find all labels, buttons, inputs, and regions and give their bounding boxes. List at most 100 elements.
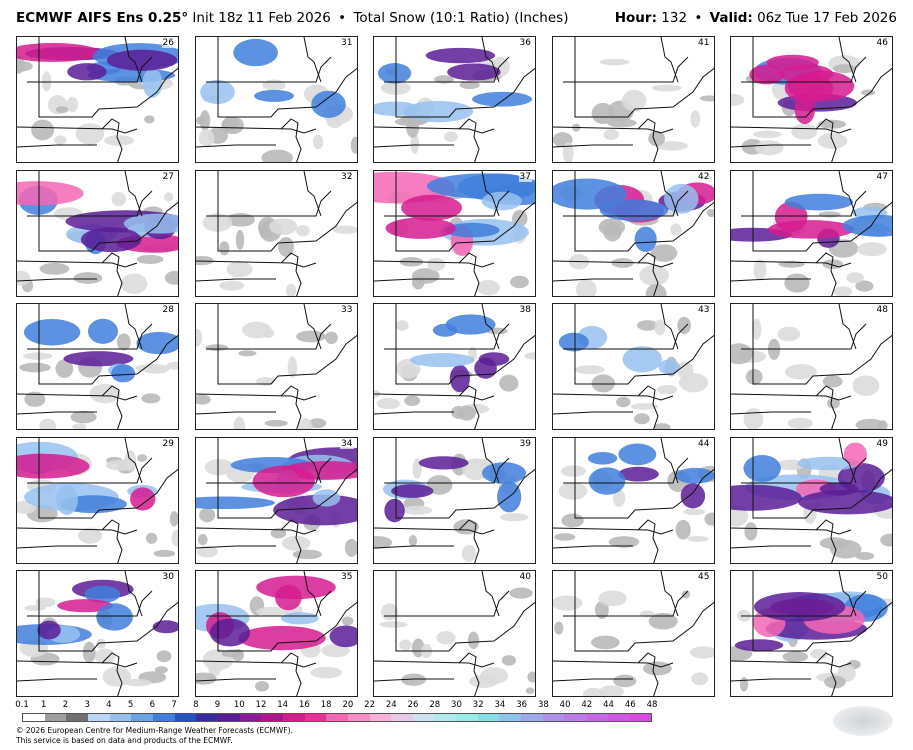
- colorbar-tick-label: 10: [233, 700, 245, 710]
- colorbar-swatch: [477, 714, 500, 721]
- member-panel: 35: [194, 570, 358, 697]
- colorbar-tick-labels: 0.1 1 2 3 4 5 6 7 8 9 10 12 14 16 18 20 22 24 26 28 30 32 34 36…: [15, 700, 657, 712]
- colorbar-swatch: [629, 714, 652, 721]
- colorbar-tick-label: 7: [171, 700, 177, 710]
- colorbar-swatch: [499, 714, 522, 721]
- colorbar-tick-label: 44: [603, 700, 614, 710]
- member-panel: 41: [551, 36, 715, 163]
- colorbar-tick-label: 36: [516, 700, 528, 710]
- member-panel: 40: [373, 570, 536, 697]
- ensemble-member-number: 28: [161, 305, 175, 315]
- member-panel: 48: [730, 303, 893, 430]
- member-panel: 26: [16, 36, 179, 163]
- colorbar-tick-label: 1: [41, 700, 47, 710]
- colorbar-swatch: [326, 714, 348, 721]
- colorbar-tick-label: 14: [277, 700, 289, 710]
- valid-label: Valid:: [709, 10, 753, 26]
- ensemble-member-number: 32: [340, 171, 354, 182]
- colorbar-swatch: [586, 714, 608, 721]
- colorbar-swatch: [456, 714, 478, 721]
- colorbar-swatch: [23, 714, 45, 721]
- snowfall-map: [195, 170, 357, 296]
- colorbar-swatch: [174, 714, 197, 721]
- colorbar-tick-label: 32: [472, 700, 484, 710]
- snowfall-map: [17, 571, 178, 696]
- colorbar-tick-label: 3: [84, 700, 90, 710]
- colorbar-tick-label: 22: [364, 700, 375, 710]
- colorbar-swatch: [196, 714, 218, 721]
- snowfall-map: [374, 571, 535, 696]
- colorbar-swatch: [347, 714, 370, 721]
- snowfall-map: [195, 437, 357, 563]
- bullet-separator: •: [338, 10, 347, 26]
- data-source-line: This service is based on data and produc…: [16, 736, 233, 745]
- colorbar-swatch: [542, 714, 565, 721]
- colorbar-swatch: [109, 714, 132, 721]
- colorbar-swatch: [607, 714, 630, 721]
- hour-label: Hour:: [614, 10, 657, 26]
- ensemble-member-number: 40: [518, 572, 532, 582]
- colorbar-swatch: [66, 714, 88, 721]
- ensemble-member-number: 27: [161, 171, 175, 182]
- colorbar-swatch: [434, 714, 457, 721]
- colorbar-tick-label: 28: [429, 700, 441, 710]
- member-panel: 46: [730, 36, 893, 163]
- colorbar-swatch: [261, 714, 283, 721]
- product-name: Total Snow (10:1 Ratio) (Inches): [353, 10, 569, 26]
- ensemble-member-number: 48: [875, 305, 889, 315]
- ensemble-member-number: 26: [161, 38, 175, 48]
- snowfall-map: [731, 304, 892, 429]
- member-panel: 33: [194, 303, 358, 430]
- snowfall-map: [731, 37, 892, 162]
- colorbar-tick-label: 4: [106, 700, 112, 710]
- colorbar-tick-label: 20: [342, 700, 354, 710]
- snowfall-map: [374, 170, 535, 296]
- member-panel: 29: [16, 436, 179, 564]
- member-panel: 31: [194, 36, 358, 163]
- ensemble-member-number: 42: [697, 171, 711, 182]
- member-panel: 45: [551, 570, 715, 697]
- colorbar-swatch: [412, 714, 435, 721]
- colorbar-tick-label: 30: [451, 700, 462, 710]
- valid-time: 06z Tue 17 Feb 2026: [757, 10, 897, 26]
- colorbar-swatch: [131, 714, 153, 721]
- member-panel: 42: [551, 169, 715, 297]
- snowfall-map: [731, 571, 892, 696]
- snowfall-map: [552, 437, 714, 563]
- chart-title: ECMWF AIFS Ens 0.25° Init 18z 11 Feb 202…: [16, 10, 568, 26]
- colorbar-swatch: [217, 714, 240, 721]
- snowfall-colorbar: [22, 713, 652, 722]
- colorbar-swatch: [44, 714, 67, 721]
- snowfall-map: [195, 304, 357, 429]
- member-panel: 38: [373, 303, 536, 430]
- valid-time-info: Hour: 132 • Valid: 06z Tue 17 Feb 2026: [615, 10, 897, 26]
- snowfall-map: [17, 304, 178, 429]
- ensemble-member-number: 44: [697, 438, 711, 449]
- member-panel: 49: [730, 436, 893, 564]
- copyright-line: © 2026 European Centre for Medium-Range …: [16, 726, 293, 735]
- snowfall-map: [374, 437, 535, 563]
- member-panel: 39: [373, 436, 536, 564]
- colorbar-tick-label: 16: [298, 700, 310, 710]
- snowfall-map: [731, 437, 892, 563]
- colorbar-swatch: [239, 714, 262, 721]
- colorbar-swatch: [521, 714, 543, 721]
- member-panel: 27: [16, 169, 179, 297]
- colorbar-swatch: [369, 714, 392, 721]
- ensemble-member-number: 31: [340, 38, 354, 48]
- snowfall-map: [195, 37, 357, 162]
- colorbar-tick-label: 5: [127, 700, 134, 710]
- snowfall-map: [374, 37, 535, 162]
- colorbar-tick-label: 9: [214, 700, 221, 710]
- ensemble-member-number: 50: [875, 572, 889, 582]
- member-panel: 32: [194, 169, 358, 297]
- colorbar-swatch: [564, 714, 587, 721]
- colorbar-tick-label: 12: [255, 700, 267, 710]
- colorbar-swatch: [87, 714, 110, 721]
- colorbar-tick-label: 8: [193, 700, 199, 710]
- ensemble-member-number: 47: [875, 171, 889, 182]
- member-panel: 34: [194, 436, 358, 564]
- member-panel: 30: [16, 570, 179, 697]
- snowfall-map: [731, 170, 892, 296]
- member-panel: 43: [551, 303, 715, 430]
